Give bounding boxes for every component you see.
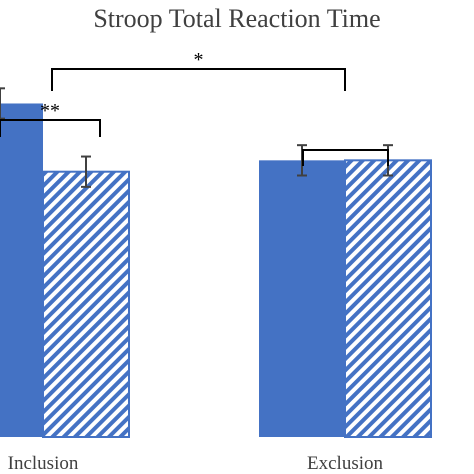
x-tick-label-exclusion: Exclusion [307,453,383,474]
significance-label-1: ** [40,100,60,122]
bar-inclusion-series-2 [42,170,130,438]
significance-bracket-2: * [51,49,346,91]
bar-exclusion-series-1 [259,160,345,437]
significance-bracket-3 [302,149,389,166]
bar-inclusion-series-1 [0,103,43,437]
significance-label-2: * [194,49,204,71]
x-tick-label-inclusion: Inclusion [8,453,79,474]
bars-layer [0,103,432,439]
chart-title: Stroop Total Reaction Time [93,4,380,33]
errorbar-inclusion-series-1 [0,87,5,120]
significance-bracket-1: ** [0,100,101,137]
bar-exclusion-series-2 [344,159,432,439]
x-tick-labels: Inclusion Exclusion [8,453,384,474]
brackets-layer: *** [0,49,389,166]
errorbar-inclusion-series-2 [81,155,91,188]
